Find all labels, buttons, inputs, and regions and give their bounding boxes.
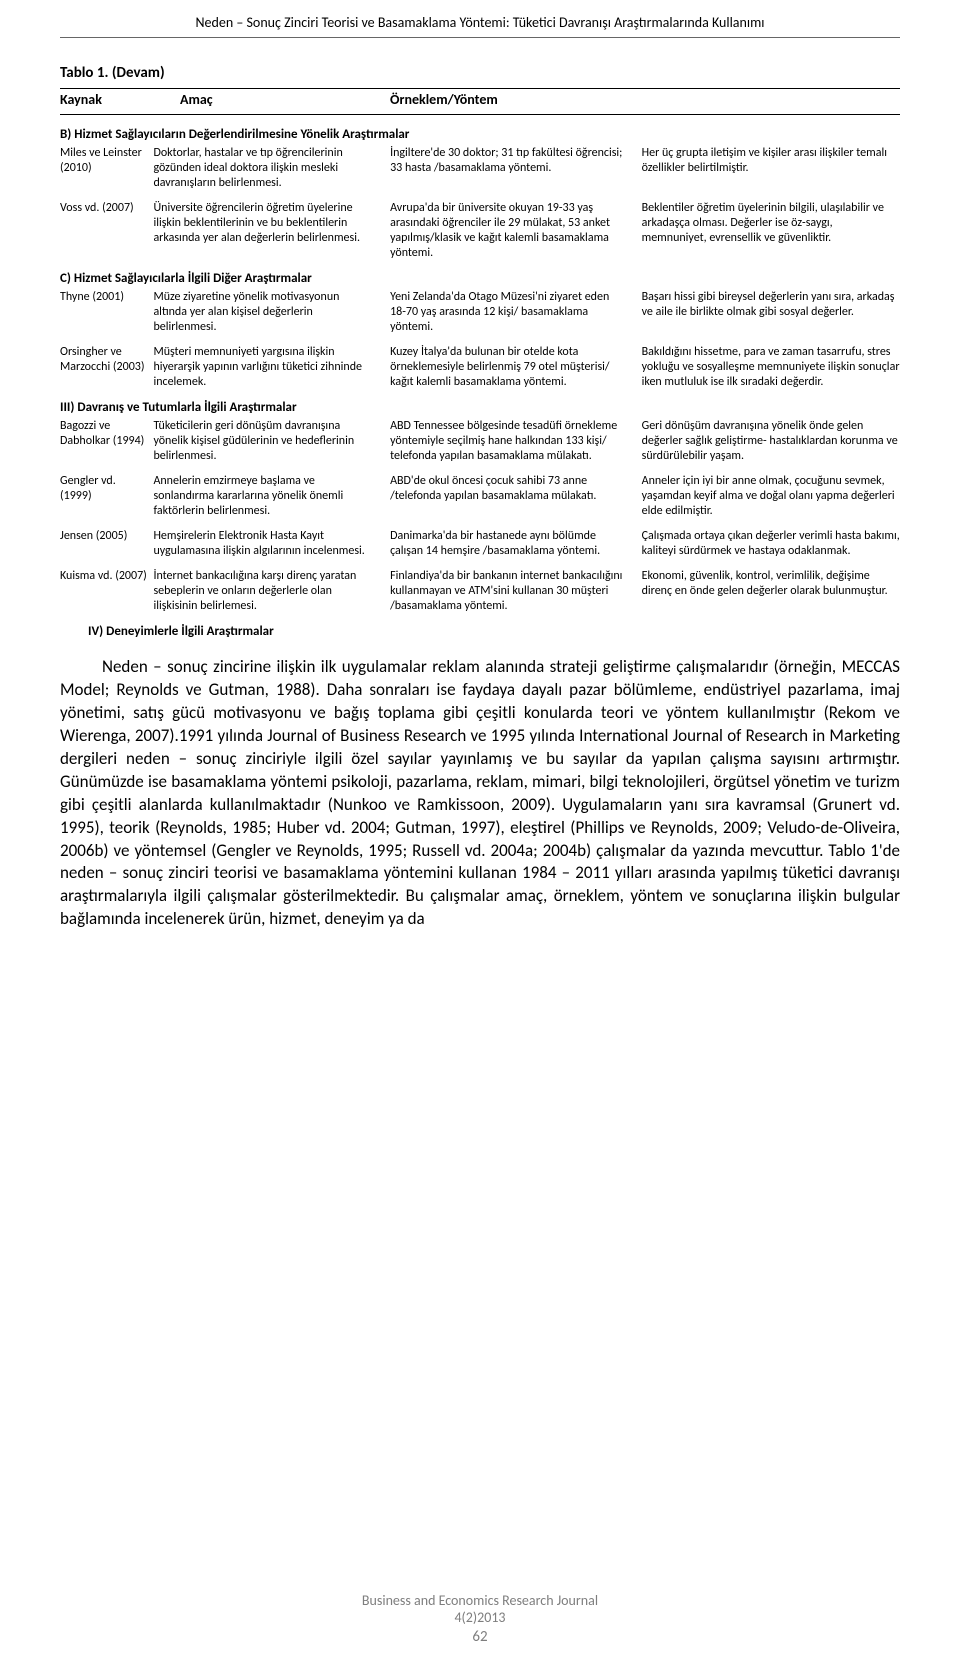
cell-source: Voss vd. (2007)	[60, 201, 153, 261]
table-row: Jensen (2005) Hemşirelerin Elektronik Ha…	[60, 529, 900, 559]
cell-sample: ABD Tennessee bölgesinde tesadüfi örnekl…	[390, 419, 642, 464]
cell-source: Orsingher ve Marzocchi (2003)	[60, 345, 153, 390]
table-rule-bottom	[60, 114, 900, 115]
section-c-title: C) Hizmet Sağlayıcılarla İlgili Diğer Ar…	[60, 271, 900, 286]
table-row: Kuisma vd. (2007) İnternet bankacılığına…	[60, 569, 900, 614]
cell-result: Geri dönüşüm davranışına yönelik önde ge…	[642, 419, 900, 464]
cell-result: Bakıldığını hissetme, para ve zaman tasa…	[642, 345, 900, 390]
header-gap	[350, 91, 390, 108]
cell-sample: Finlandiya'da bir bankanın internet bank…	[390, 569, 642, 614]
section-b-title: B) Hizmet Sağlayıcıların Değerlendirilme…	[60, 127, 900, 142]
cell-source: Bagozzi ve Dabholkar (1994)	[60, 419, 153, 464]
body-paragraph: Neden – sonuç zincirine ilişkin ilk uygu…	[60, 656, 900, 931]
table-row: Bagozzi ve Dabholkar (1994) Tüketicileri…	[60, 419, 900, 464]
cell-result: Anneler için iyi bir anne olmak, çocuğun…	[642, 474, 900, 519]
cell-aim: Tüketicilerin geri dönüşüm davranışına y…	[153, 419, 390, 464]
table-row: Thyne (2001) Müze ziyaretine yönelik mot…	[60, 290, 900, 335]
table-row: Orsingher ve Marzocchi (2003) Müşteri me…	[60, 345, 900, 390]
footer-page: 62	[0, 1628, 960, 1646]
table-title: Tablo 1. (Devam)	[60, 64, 900, 82]
table-row: Gengler vd. (1999) Annelerin emzirmeye b…	[60, 474, 900, 519]
cell-sample: ABD'de okul öncesi çocuk sahibi 73 anne …	[390, 474, 642, 519]
cell-result: Başarı hissi gibi bireysel değerlerin ya…	[642, 290, 900, 335]
section-iv-title: IV) Deneyimlerle İlgili Araştırmalar	[88, 624, 900, 639]
footer-issue: 4(2)2013	[0, 1609, 960, 1626]
cell-aim: İnternet bankacılığına karşı direnç yara…	[153, 569, 390, 614]
header-kaynak: Kaynak	[60, 91, 180, 108]
cell-sample: Kuzey İtalya'da bulunan bir otelde kota …	[390, 345, 642, 390]
header-amac: Amaç	[180, 91, 350, 108]
cell-source: Kuisma vd. (2007)	[60, 569, 153, 614]
body-paragraph-text: Neden – sonuç zincirine ilişkin ilk uygu…	[60, 656, 900, 931]
cell-aim: Doktorlar, hastalar ve tıp öğrencilerini…	[153, 146, 390, 191]
page: Neden – Sonuç Zinciri Teorisi ve Basamak…	[0, 0, 960, 1672]
cell-source: Gengler vd. (1999)	[60, 474, 153, 519]
cell-aim: Annelerin emzirmeye başlama ve sonlandır…	[153, 474, 390, 519]
cell-sample: İngiltere'de 30 doktor; 31 tıp fakültesi…	[390, 146, 642, 191]
table-row: Voss vd. (2007) Üniversite öğrencilerin …	[60, 201, 900, 261]
section-iii-title: III) Davranış ve Tutumlarla İlgili Araşt…	[60, 400, 900, 415]
header-orneklem: Örneklem/Yöntem	[390, 91, 630, 108]
cell-result: Ekonomi, güvenlik, kontrol, verimlilik, …	[642, 569, 900, 614]
running-head-rule	[60, 37, 900, 38]
cell-sample: Avrupa'da bir üniversite okuyan 19-33 ya…	[390, 201, 642, 261]
cell-result: Her üç grupta iletişim ve kişiler arası …	[642, 146, 900, 191]
table-row: Miles ve Leinster (2010) Doktorlar, hast…	[60, 146, 900, 191]
cell-source: Thyne (2001)	[60, 290, 153, 335]
table-header-row: Kaynak Amaç Örneklem/Yöntem	[60, 89, 900, 111]
cell-aim: Müze ziyaretine yönelik motivasyonun alt…	[153, 290, 390, 335]
footer-journal: Business and Economics Research Journal	[0, 1592, 960, 1609]
cell-sample: Danimarka'da bir hastanede aynı bölümde …	[390, 529, 642, 559]
running-head: Neden – Sonuç Zinciri Teorisi ve Basamak…	[60, 0, 900, 35]
cell-result: Beklentiler öğretim üyelerinin bilgili, …	[642, 201, 900, 261]
cell-aim: Üniversite öğrencilerin öğretim üyelerin…	[153, 201, 390, 261]
cell-sample: Yeni Zelanda'da Otago Müzesi'ni ziyaret …	[390, 290, 642, 335]
page-footer: Business and Economics Research Journal …	[0, 1592, 960, 1646]
cell-source: Miles ve Leinster (2010)	[60, 146, 153, 191]
cell-result: Çalışmada ortaya çıkan değerler verimli …	[642, 529, 900, 559]
cell-aim: Müşteri memnuniyeti yargısına ilişkin hi…	[153, 345, 390, 390]
cell-source: Jensen (2005)	[60, 529, 153, 559]
cell-aim: Hemşirelerin Elektronik Hasta Kayıt uygu…	[153, 529, 390, 559]
